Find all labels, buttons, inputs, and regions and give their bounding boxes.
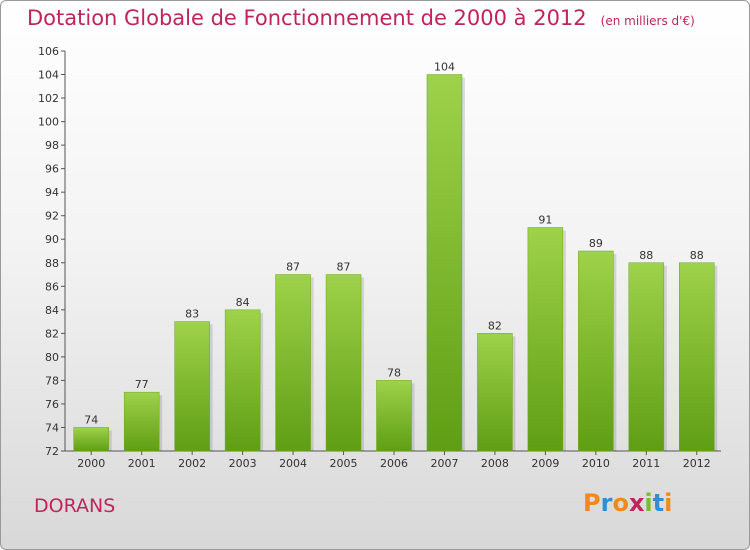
- bar-value-label: 74: [84, 413, 98, 426]
- bar-2011: [628, 262, 665, 452]
- x-tick-label: 2004: [279, 457, 307, 470]
- logo-letter: P: [583, 489, 601, 517]
- bar-value-label: 104: [434, 61, 455, 74]
- bar-value-label: 83: [185, 308, 199, 321]
- bar-2005: [325, 274, 362, 452]
- bar-2000: [73, 427, 109, 452]
- bar-2001: [123, 391, 160, 452]
- logo-letter: i: [644, 489, 653, 517]
- commune-name: DORANS: [34, 495, 116, 517]
- x-tick-label: 2000: [77, 457, 105, 470]
- x-tick-label: 2009: [531, 457, 559, 470]
- y-tick-label: 94: [45, 186, 59, 199]
- bar-2008: [477, 333, 513, 452]
- proxiti-logo: Proxiti: [583, 489, 672, 517]
- bar-2009: [527, 227, 564, 452]
- bar-value-label: 89: [589, 237, 603, 250]
- x-tick-label: 2005: [330, 457, 358, 470]
- y-tick-label: 92: [45, 210, 59, 223]
- y-tick-label: 74: [45, 421, 59, 434]
- logo-letter: r: [600, 489, 613, 517]
- axes: 72 74 76 78 80 82 84 86 88 90 92 94 96 98 100 102 104 106…: [38, 45, 721, 470]
- y-tick-label: 100: [38, 116, 59, 129]
- y-tick-label: 78: [45, 374, 59, 387]
- bar-2007: [426, 74, 463, 452]
- bar-value-label: 84: [236, 296, 250, 309]
- x-tick-label: 2011: [632, 457, 660, 470]
- logo-letter: t: [652, 489, 665, 517]
- bar-2010: [578, 250, 614, 452]
- y-tick-label: 86: [45, 280, 59, 293]
- chart-title: Dotation Globale de Fonctionnement de 20…: [27, 6, 695, 30]
- bar-2006: [376, 380, 412, 452]
- logo-letter: o: [612, 489, 629, 517]
- bar-value-label: 82: [488, 319, 502, 332]
- x-tick-label: 2012: [683, 457, 711, 470]
- y-tick-label: 106: [38, 45, 59, 58]
- logo-letter: x: [628, 489, 645, 517]
- y-tick-label: 88: [45, 257, 59, 270]
- x-tick-label: 2010: [582, 457, 610, 470]
- x-tick-label: 2001: [128, 457, 156, 470]
- bar-2004: [275, 274, 311, 452]
- bars: 74 77 83 84 87 87 78 104 82 91 89 88 88: [73, 61, 718, 452]
- chart-unit: (en milliers d'€): [600, 14, 695, 28]
- y-tick-label: 98: [45, 139, 59, 152]
- y-tick-label: 72: [45, 445, 59, 458]
- chart-title-text: Dotation Globale de Fonctionnement de 20…: [27, 6, 587, 30]
- x-tick-label: 2002: [178, 457, 206, 470]
- y-tick-label: 84: [45, 304, 59, 317]
- bar-2012: [679, 262, 715, 452]
- y-tick-label: 96: [45, 163, 59, 176]
- bar-value-label: 91: [538, 213, 552, 226]
- x-tick-label: 2006: [380, 457, 408, 470]
- y-tick-label: 76: [45, 398, 59, 411]
- x-tick-label: 2008: [481, 457, 509, 470]
- x-tick-label: 2003: [229, 457, 257, 470]
- bar-value-label: 88: [639, 249, 653, 262]
- x-tick-label: 2007: [430, 457, 458, 470]
- bar-2002: [174, 321, 210, 452]
- bar-value-label: 78: [387, 366, 401, 379]
- bar-value-label: 87: [337, 261, 351, 274]
- y-tick-label: 80: [45, 351, 59, 364]
- bar-value-label: 87: [286, 261, 300, 274]
- y-tick-label: 102: [38, 92, 59, 105]
- y-tick-label: 90: [45, 233, 59, 246]
- bar-2003: [224, 309, 261, 452]
- logo-letter: i: [664, 489, 673, 517]
- bar-value-label: 88: [690, 249, 704, 262]
- y-tick-label: 82: [45, 327, 59, 340]
- y-tick-label: 104: [38, 69, 59, 82]
- bar-value-label: 77: [135, 378, 149, 391]
